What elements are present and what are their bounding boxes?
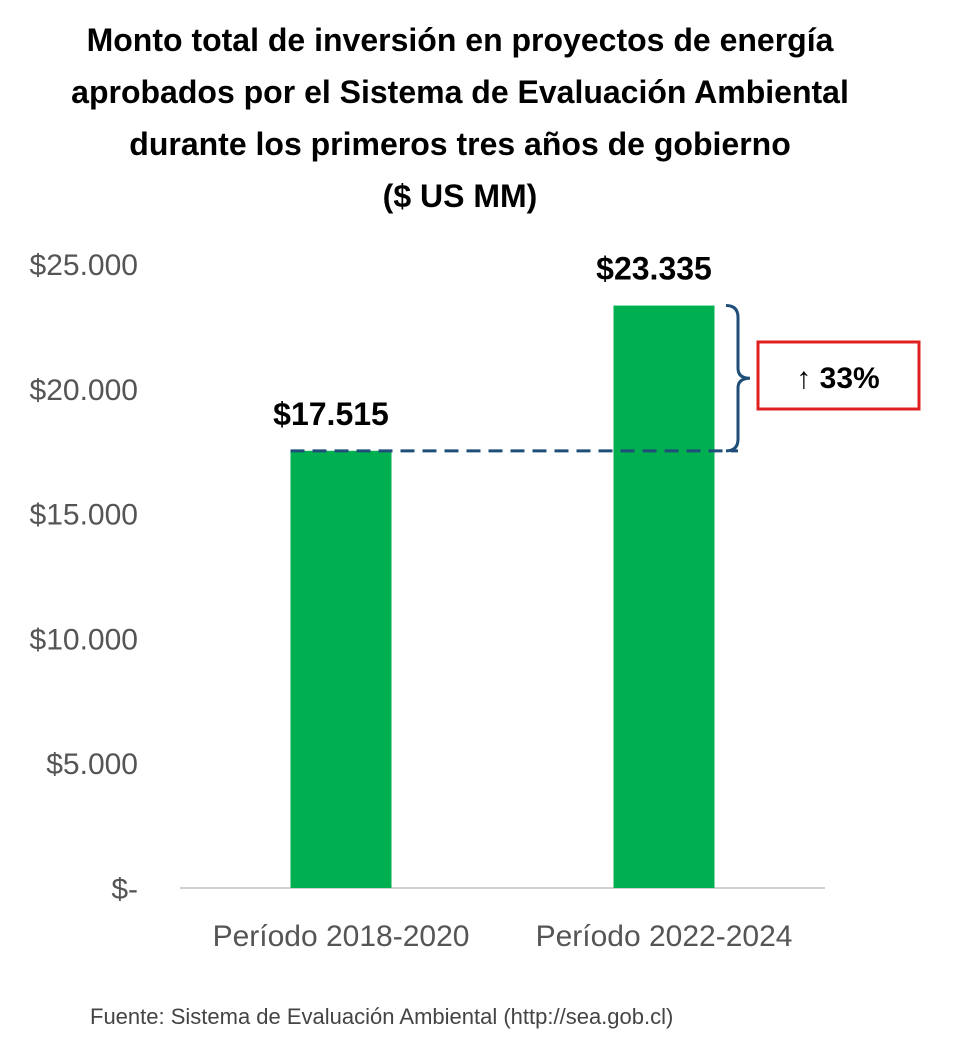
bar-chart: $- $5.000 $10.000 $15.000 $20.000 $25.000 $17.…	[30, 249, 921, 953]
bar	[290, 450, 392, 888]
growth-annotation-text: ↑ 33%	[796, 362, 879, 395]
bar	[613, 305, 715, 888]
y-tick-label: $25.000	[30, 249, 138, 282]
growth-brace	[725, 304, 751, 453]
y-tick-label: $15.000	[30, 499, 138, 532]
title-line-1: Monto total de inversión en proyectos de…	[86, 22, 834, 58]
x-tick-label: Período 2022-2024	[536, 920, 793, 953]
growth-annotation-box	[756, 340, 921, 411]
chart-title: Monto total de inversión en proyectos de…	[0, 14, 920, 222]
y-tick-label: $5.000	[46, 748, 138, 781]
title-units: ($ US MM)	[382, 178, 538, 214]
title-line-2: aprobados por el Sistema de Evaluación A…	[71, 74, 849, 110]
bar-value-label: $23.335	[596, 251, 712, 287]
source-note: Fuente: Sistema de Evaluación Ambiental …	[90, 1004, 674, 1029]
y-tick-label: $10.000	[30, 623, 138, 656]
x-tick-label: Período 2018-2020	[213, 920, 470, 953]
title-line-3: durante los primeros tres años de gobier…	[129, 126, 791, 162]
bar-value-label: $17.515	[273, 396, 389, 432]
y-tick-label: $-	[111, 873, 138, 906]
y-tick-label: $20.000	[30, 374, 138, 407]
